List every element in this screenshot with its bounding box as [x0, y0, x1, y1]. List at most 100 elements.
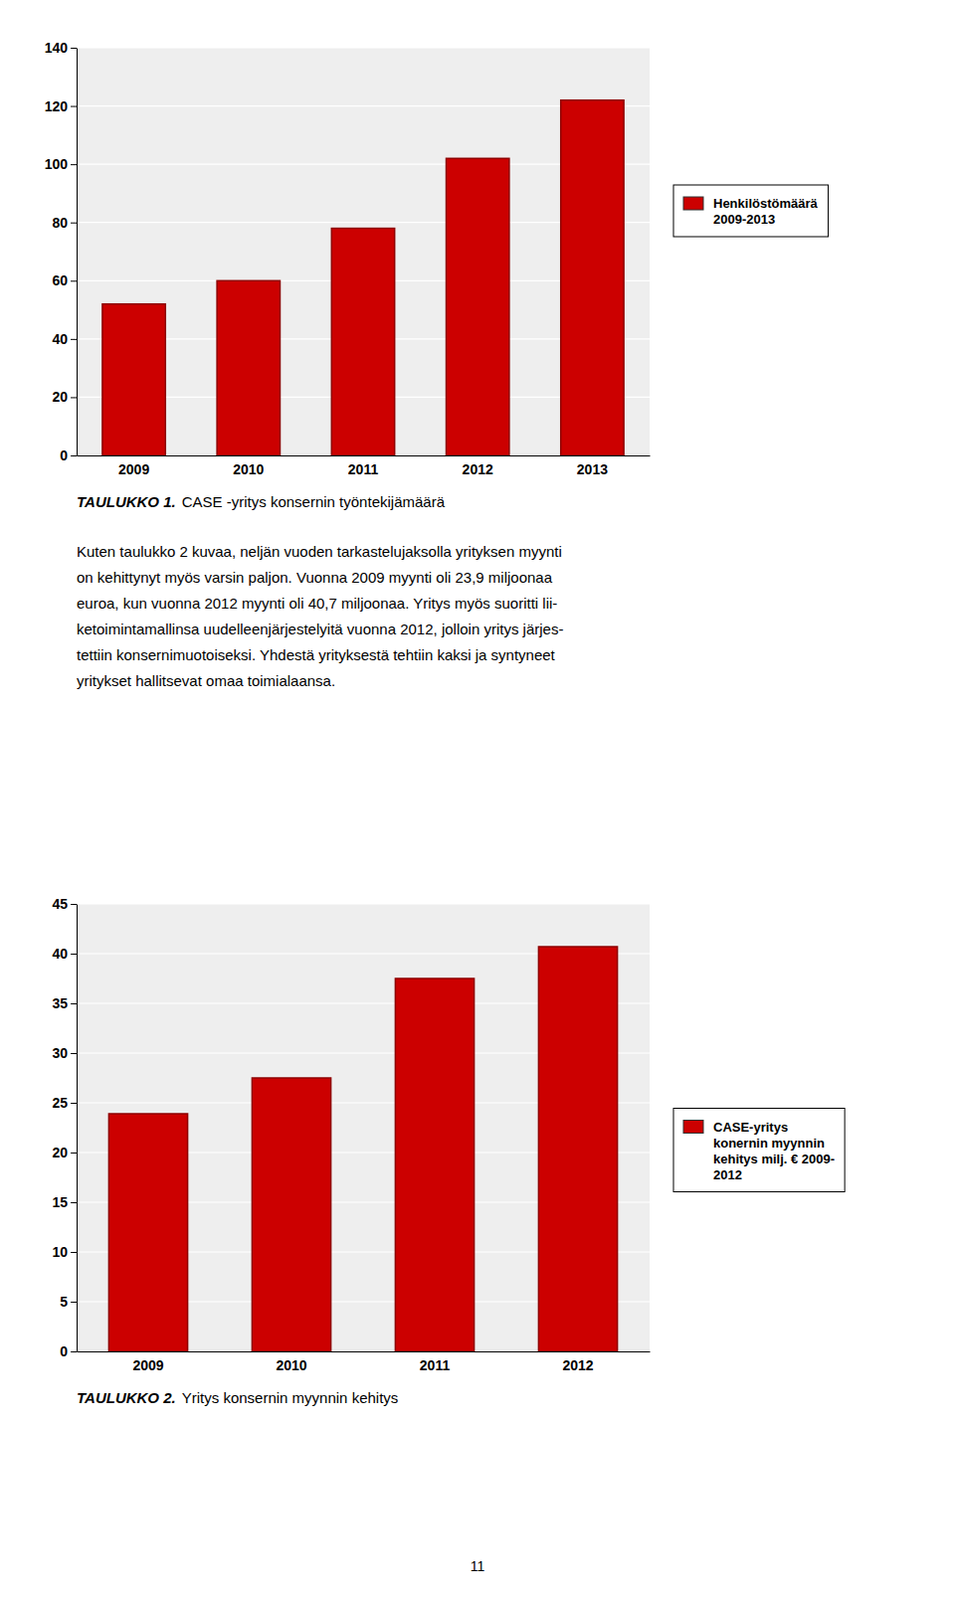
- legend-frame: [673, 185, 829, 237]
- tick: 2013: [576, 455, 608, 478]
- plot-background: [76, 904, 650, 1352]
- tick-label: 60: [51, 272, 68, 289]
- legend-label-line: kehitys milj. € 2009-: [713, 1151, 835, 1167]
- page: 02040608010012014020092010201120122013He…: [0, 0, 955, 1600]
- tick: 20: [51, 1145, 77, 1161]
- tick: 35: [51, 995, 77, 1012]
- caption-label: TAULUKKO 1.: [76, 493, 177, 511]
- tick-mark: [70, 396, 77, 398]
- legend-frame: [673, 1109, 845, 1193]
- tick-label: 15: [51, 1194, 68, 1211]
- tick-label: 2009: [118, 461, 150, 478]
- tick-label: 2010: [275, 1357, 307, 1374]
- bar: [394, 978, 474, 1352]
- bar: [251, 1078, 331, 1352]
- tick: 5: [59, 1294, 77, 1311]
- tick-mark: [70, 1202, 77, 1204]
- body-line: ketoimintamallinsa uudelleenjärjestelyit…: [76, 620, 564, 638]
- body-line: euroa, kun vuonna 2012 myynti oli 40,7 m…: [76, 594, 558, 612]
- bar: [216, 280, 280, 456]
- tick-mark: [70, 280, 77, 282]
- tick: 10: [51, 1244, 77, 1261]
- tick: 60: [51, 272, 77, 289]
- tick-label: 0: [59, 447, 68, 464]
- legend-swatch: [683, 196, 704, 210]
- axis-line: [77, 1351, 651, 1353]
- caption: TAULUKKO 1. CASE -yritys konsernin työnte…: [76, 493, 446, 511]
- legend-label-line: 2009-2013: [713, 211, 775, 227]
- tick: 45: [51, 896, 77, 913]
- tick-mark: [70, 904, 77, 906]
- bar: [102, 304, 166, 456]
- grid-line: [76, 903, 650, 905]
- chart: 0 5 10 15 20 25 30 35 40 45 2009 2010 2011 2012 CASE-y…: [51, 896, 845, 1407]
- tick: 120: [44, 98, 77, 115]
- body-text: Kuten taulukko 2 kuvaa, neljän vuoden ta…: [76, 543, 564, 690]
- tick: 40: [51, 946, 77, 962]
- tick-label: 10: [51, 1244, 68, 1261]
- tick-mark: [70, 954, 77, 955]
- tick-label: 2011: [419, 1357, 451, 1374]
- tick: 2009: [132, 1351, 164, 1374]
- grid: [76, 47, 650, 456]
- tick-mark: [70, 222, 77, 224]
- tick-mark: [70, 455, 77, 457]
- tick: 20: [51, 388, 77, 405]
- legend-label-line: Henkilöstömäärä: [713, 195, 819, 211]
- tick: 0: [59, 1343, 77, 1360]
- chart: 0 20 40 60 80 100 120 140 2009 2010 2011 2012 2013 He…: [44, 39, 829, 511]
- tick: 2011: [348, 455, 380, 478]
- tick-mark: [70, 339, 77, 341]
- tick: 25: [51, 1095, 77, 1112]
- bar: [446, 158, 510, 456]
- axis-line: [77, 455, 651, 457]
- tick: 140: [44, 39, 77, 56]
- tick: 2012: [562, 1351, 593, 1374]
- bars: [108, 947, 617, 1352]
- tick-mark: [70, 1152, 77, 1154]
- legend: CASE-yrityskonernin myynninkehitys milj.…: [673, 1109, 845, 1193]
- tick-label: 40: [51, 331, 68, 348]
- tick-label: 30: [51, 1045, 68, 1062]
- tick-mark: [70, 164, 77, 166]
- tick: 2010: [232, 455, 264, 478]
- tick-label: 2011: [348, 461, 380, 478]
- x-axis: 2009 2010 2011 2012: [77, 1351, 651, 1374]
- bar: [538, 947, 617, 1352]
- tick-mark: [70, 106, 77, 108]
- grid: [76, 904, 650, 1352]
- tick: 80: [51, 214, 77, 231]
- x-axis: 2009 2010 2011 2012 2013: [77, 455, 651, 478]
- tick-label: 100: [44, 156, 69, 173]
- tick-label: 20: [51, 1145, 68, 1161]
- caption-text: Yritys konsernin myynnin kehitys: [182, 1389, 399, 1407]
- tick: 40: [51, 331, 77, 348]
- tick-label: 40: [51, 946, 68, 962]
- axis-line: [76, 905, 78, 1353]
- body-line: Kuten taulukko 2 kuvaa, neljän vuoden ta…: [76, 543, 563, 561]
- legend-swatch: [683, 1121, 704, 1135]
- tick: 2011: [419, 1351, 451, 1374]
- tick-mark: [70, 1351, 77, 1353]
- tick-label: 2013: [576, 461, 608, 478]
- tick-label: 2012: [462, 461, 494, 478]
- tick-mark: [70, 1003, 77, 1005]
- tick: 2009: [118, 455, 150, 478]
- tick-label: 2010: [232, 461, 264, 478]
- tick-label: 0: [59, 1343, 68, 1360]
- tick: 30: [51, 1045, 77, 1062]
- caption-text: CASE -yritys konsernin työntekijämäärä: [182, 493, 446, 511]
- tick-label: 5: [59, 1294, 68, 1311]
- tick-mark: [70, 1252, 77, 1254]
- caption: TAULUKKO 2.Yritys konsernin myynnin kehi…: [76, 1389, 398, 1407]
- bar: [331, 228, 394, 456]
- body-line: on kehittynyt myös varsin paljon. Vuonna…: [76, 569, 554, 586]
- tick: 2012: [462, 455, 494, 478]
- page-number: 11: [470, 1558, 486, 1575]
- legend-label: Henkilöstömäärä2009-2013: [713, 195, 819, 227]
- bar: [108, 1114, 188, 1352]
- y-axis: 0 5 10 15 20 25 30 35 40 45: [51, 896, 77, 1360]
- tick-mark: [70, 47, 77, 49]
- tick-label: 45: [51, 896, 68, 913]
- grid-line: [76, 46, 650, 48]
